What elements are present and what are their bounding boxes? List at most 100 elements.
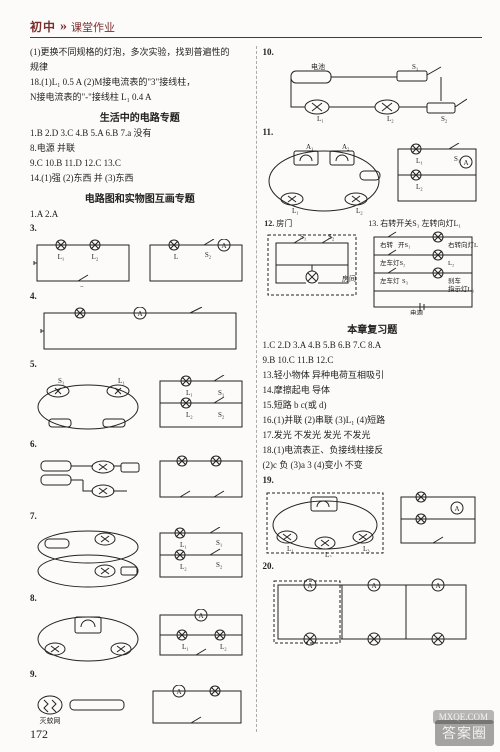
schematic-icon	[156, 455, 246, 503]
answer-line: 17.发光 不发光 发光 不发光	[263, 429, 483, 443]
svg-text:L₁: L₁	[180, 541, 187, 549]
answer-line: 15.短路 b c(或 d)	[263, 399, 483, 413]
svg-text:S₂: S₂	[205, 251, 212, 259]
schematic-icon: A A A	[272, 577, 472, 647]
svg-text:L₁: L₁	[118, 377, 125, 385]
schematic-icon: A	[397, 491, 479, 551]
answer-line: 14.(1)强 (2)东西 并 (3)东西	[30, 172, 250, 186]
svg-text:L₂: L₂	[387, 115, 394, 123]
svg-text:L₁: L₁	[287, 545, 294, 553]
figure-5: S₁ L₁ L₁S₁L₂S₂	[30, 375, 250, 435]
svg-text:L₁: L₁	[58, 253, 65, 261]
svg-text:刹车: 刹车	[448, 276, 462, 285]
svg-text:L₂: L₂	[416, 183, 423, 191]
svg-text:L₂: L₂	[356, 207, 363, 215]
svg-text:左车灯: 左车灯	[380, 276, 400, 285]
schematic-icon: AL₁L₂S₁	[394, 143, 480, 209]
figure-number: 8.	[30, 592, 250, 606]
text-line: 规律	[30, 61, 250, 75]
page-number: 172	[30, 727, 48, 742]
svg-text:L₁: L₁	[292, 207, 299, 215]
schematic-icon: L₁S₁L₂S₂	[156, 527, 246, 585]
answer-line: (2)c 负 (3)a 3 (4)变小 不变	[263, 459, 483, 473]
svg-text:L₂: L₂	[220, 643, 227, 651]
answer-line: 1.B 2.D 3.C 4.B 5.A 6.B 7.a 没有	[30, 127, 250, 141]
svg-text:S₁: S₁	[454, 155, 460, 163]
svg-text:S₁: S₁	[216, 539, 222, 547]
svg-text:L₁: L₁	[186, 389, 193, 397]
svg-text:A: A	[199, 612, 204, 620]
figure-6	[30, 455, 250, 507]
pictorial-icon	[33, 455, 143, 507]
figure-13: 13. 右转开关S₁ 左转向灯L₁ 右转开S₁右转向灯L₁ 左	[368, 218, 480, 317]
svg-text:右转向灯L₁: 右转向灯L₁	[448, 240, 478, 249]
svg-text:左车灯S₂: 左车灯S₂	[380, 258, 405, 267]
section-title: 生活中的电路专题	[30, 109, 250, 124]
svg-text:S₁: S₁	[218, 389, 224, 397]
svg-text:A₂: A₂	[342, 143, 350, 151]
svg-text:L₃: L₃	[363, 545, 370, 553]
answer-line: 13.轻小物体 异种电荷互相吸引	[263, 369, 483, 383]
figure-10: 电池 L₁ L₂ S₁ S₂	[263, 63, 483, 123]
figure-number: 7.	[30, 510, 250, 524]
svg-text:L₁: L₁	[416, 157, 423, 165]
figure-11: A₁ A₂ L₁ L₂ AL₁L₂S₁	[263, 143, 483, 215]
svg-text:A₁: A₁	[306, 143, 314, 151]
svg-text:S₁: S₁	[300, 233, 306, 241]
figure-9: 灭蚊网 A	[30, 685, 250, 729]
answer-line: 1.C 2.D 3.A 4.B 5.B 6.B 7.C 8.A	[263, 339, 483, 353]
answer-line: 1.A 2.A	[30, 208, 250, 222]
page-header: 初中 » 课堂作业	[30, 18, 482, 38]
svg-text:A: A	[222, 242, 227, 250]
pictorial-icon: L₁ L₂ L₃	[265, 491, 385, 557]
pictorial-icon	[33, 527, 143, 589]
svg-text:L₂: L₂	[325, 551, 332, 557]
svg-text:L₂: L₂	[186, 411, 193, 419]
svg-text:L₂: L₂	[448, 260, 454, 267]
svg-text:S₂: S₂	[216, 561, 223, 569]
svg-text:A: A	[455, 505, 460, 513]
schematic-icon: A	[149, 685, 245, 729]
answer-line: 8.电源 并联	[30, 142, 250, 156]
svg-text:L₁: L₁	[317, 115, 324, 123]
svg-text:S₂: S₂	[218, 411, 225, 419]
text-line: 18.(1)L₁ 0.5 A (2)M接电流表的"3"接线柱，	[30, 76, 250, 90]
svg-text:L: L	[174, 253, 178, 261]
schematic-icon: A L S₂	[146, 239, 246, 287]
figure-12-13: 12. 房门 S₁ S₂ 房间	[263, 218, 483, 317]
figure-number: 11.	[263, 126, 483, 140]
figure-7: L₁S₁L₂S₂	[30, 527, 250, 589]
brand-text: 初中	[30, 18, 56, 35]
figure-number: 5.	[30, 358, 250, 372]
figure-8: A L₁ L₂	[30, 609, 250, 665]
label: 房间	[342, 274, 356, 283]
q13-title: 13. 右转开关S₁ 左转向灯L₁	[368, 218, 480, 230]
svg-text:开S₁: 开S₁	[398, 241, 410, 249]
schematic-icon: S₁ S₂ 房间	[264, 231, 360, 301]
svg-text:A: A	[177, 688, 182, 696]
svg-text:S₁: S₁	[80, 285, 86, 287]
svg-text:A: A	[137, 310, 142, 318]
answer-line: 16.(1)并联 (2)串联 (3)L₁ (4)短路	[263, 414, 483, 428]
svg-text:右转: 右转	[380, 240, 394, 249]
schematic-icon: A L₁ L₂	[156, 609, 246, 663]
right-column: 10. 电池 L₁ L₂ S₁ S₂	[263, 46, 483, 732]
left-column: (1)更换不同规格的灯泡，多次实验，找到普遍性的 规律 18.(1)L₁ 0.5…	[30, 46, 257, 732]
section-title: 电路图和实物图互画专题	[30, 190, 250, 205]
pictorial-icon: A₁ A₂ L₁ L₂	[264, 143, 384, 215]
svg-text:L₁: L₁	[182, 643, 189, 651]
svg-text:指示灯L₃: 指示灯L₃	[448, 284, 474, 293]
svg-text:A: A	[372, 582, 377, 590]
answer-line: 18.(1)电流表正、负接线柱接反	[263, 444, 483, 458]
text-line: (1)更换不同规格的灯泡，多次实验，找到普遍性的	[30, 46, 250, 60]
chevron-icon: »	[60, 19, 67, 35]
pictorial-icon: 灭蚊网	[34, 685, 134, 725]
figure-4: A	[30, 307, 250, 355]
pictorial-icon	[33, 609, 143, 665]
pictorial-icon: 电池 L₁ L₂ S₁ S₂	[277, 63, 467, 123]
page: 初中 » 课堂作业 (1)更换不同规格的灯泡，多次实验，找到普遍性的 规律 18…	[0, 0, 500, 752]
figure-20: A A A	[263, 577, 483, 647]
svg-text:电源: 电源	[410, 308, 424, 315]
figure-19: L₁ L₂ L₃ A	[263, 491, 483, 557]
svg-text:S₃: S₃	[402, 278, 408, 285]
